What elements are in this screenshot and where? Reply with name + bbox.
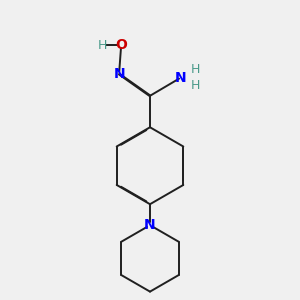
Text: N: N xyxy=(113,67,125,81)
Text: H: H xyxy=(191,79,200,92)
Text: H: H xyxy=(98,39,107,52)
Text: H: H xyxy=(191,63,200,76)
Text: O: O xyxy=(115,38,127,52)
Text: N: N xyxy=(144,218,156,232)
Text: N: N xyxy=(175,70,187,85)
